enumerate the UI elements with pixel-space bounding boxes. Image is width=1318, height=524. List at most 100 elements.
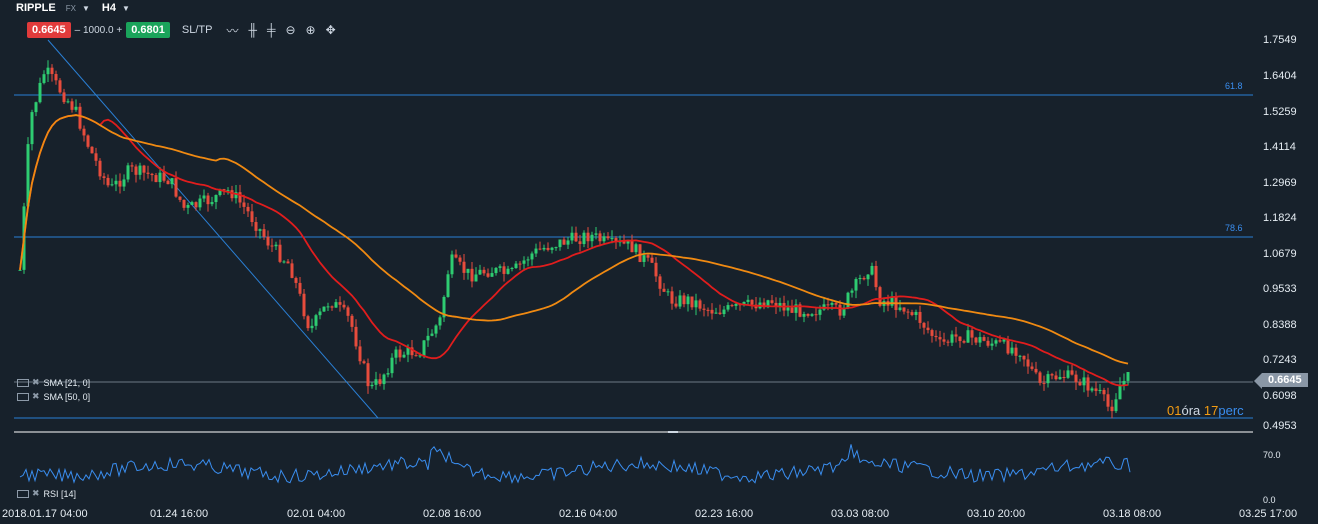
candle-body — [1058, 377, 1062, 380]
zoom-out-icon[interactable]: ⊖ — [285, 23, 296, 37]
candle-body — [858, 277, 862, 280]
candle-body — [1018, 355, 1022, 357]
top-bar: RIPPLE FX ▼ H4 ▼ — [0, 0, 1318, 16]
sma21-legend[interactable]: ✖ SMA [21, 0] — [17, 377, 90, 388]
close-icon[interactable]: ✖ — [32, 391, 40, 401]
candle-body — [498, 266, 502, 268]
crosshair-icon[interactable]: ✥ — [325, 23, 336, 37]
candle-body — [590, 234, 594, 242]
chevron-down-icon[interactable]: ▼ — [81, 3, 90, 13]
time-tick: 03.18 08:00 — [1103, 508, 1162, 520]
candle-body — [906, 311, 910, 313]
candle-body — [202, 195, 206, 199]
candle-body — [338, 302, 342, 305]
symbol-name[interactable]: RIPPLE — [16, 2, 56, 14]
candle-body — [286, 261, 290, 264]
candlestick-tool-icon[interactable]: ╫ — [248, 23, 257, 37]
candle-body — [942, 339, 946, 342]
candle-body — [274, 244, 278, 247]
candle-body — [714, 312, 718, 314]
candle-body — [90, 146, 94, 154]
candle-body — [342, 304, 346, 308]
candle-body — [902, 307, 906, 312]
candle-body — [1118, 385, 1122, 400]
candle-body — [82, 128, 86, 136]
candle-body — [306, 316, 310, 329]
candle-body — [130, 165, 134, 167]
candle-body — [518, 263, 522, 265]
time-tick: 03.10 20:00 — [967, 508, 1026, 520]
timer-hours: 01 — [1167, 403, 1182, 418]
time-tick: 02.16 04:00 — [559, 508, 618, 520]
rsi-legend[interactable]: ✖ RSI [14] — [17, 488, 76, 499]
candle-body — [1114, 399, 1118, 412]
candle-body — [390, 357, 394, 374]
time-tick: 01.24 16:00 — [150, 508, 209, 520]
candle-body — [234, 192, 238, 199]
candle-body — [114, 180, 118, 185]
candle-body — [34, 102, 38, 113]
sma50-legend[interactable]: ✖ SMA [50, 0] — [17, 391, 90, 402]
settings-icon[interactable] — [17, 378, 29, 387]
candle-body — [1098, 389, 1102, 391]
candle-body — [418, 355, 422, 357]
candle-body — [642, 255, 646, 262]
settings-icon[interactable] — [17, 489, 29, 498]
candle-body — [958, 336, 962, 342]
candle-body — [294, 277, 298, 283]
candle-body — [666, 291, 670, 293]
candle-body — [322, 306, 326, 312]
candle-body — [330, 306, 334, 308]
candle-body — [18, 269, 22, 271]
candle-body — [1094, 388, 1098, 391]
price-tick: 1.7549 — [1263, 34, 1297, 46]
zoom-in-icon[interactable]: ⊕ — [305, 23, 316, 37]
bar-tool-icon[interactable]: ╪ — [266, 23, 276, 37]
candle-body — [750, 299, 754, 305]
candle-body — [650, 257, 654, 263]
close-icon[interactable]: ✖ — [32, 488, 40, 498]
fib-label-78-6: 78.6 — [1225, 223, 1243, 233]
timer-minutes: 17 — [1203, 403, 1219, 418]
candle-body — [786, 307, 790, 311]
candle-body — [1074, 374, 1078, 383]
candle-body — [598, 233, 602, 242]
candle-body — [458, 257, 462, 262]
chevron-down-icon[interactable]: ▼ — [121, 3, 130, 13]
settings-icon[interactable] — [17, 392, 29, 401]
candle-body — [206, 195, 210, 205]
candle-body — [634, 244, 638, 253]
candle-body — [462, 261, 466, 273]
buy-button[interactable]: 0.6801 — [126, 22, 170, 38]
candle-body — [38, 82, 42, 103]
fib-label-61-8: 61.8 — [1225, 81, 1243, 91]
sma21-label: SMA [21, 0] — [43, 377, 91, 388]
candle-body — [922, 322, 926, 328]
candle-body — [94, 153, 98, 161]
candle-body — [602, 236, 606, 242]
candle-body — [402, 354, 406, 358]
timeframe-selector[interactable]: H4 — [101, 2, 116, 14]
candle-body — [266, 236, 270, 246]
price-tick: 0.7243 — [1263, 354, 1297, 366]
price-tick: 1.1824 — [1263, 212, 1297, 224]
sell-button[interactable]: 0.6645 — [27, 22, 71, 38]
candle-body — [78, 106, 82, 129]
candle-body — [470, 268, 474, 282]
candle-body — [986, 340, 990, 346]
candle-body — [726, 305, 730, 310]
quantity-stepper[interactable]: – 1000.0 + — [74, 24, 123, 36]
candle-body — [378, 379, 382, 385]
candle-body — [694, 300, 698, 308]
candle-body — [386, 373, 390, 375]
sltp-button[interactable]: SL/TP — [181, 24, 213, 36]
close-icon[interactable]: ✖ — [32, 377, 40, 387]
candle-body — [654, 262, 658, 277]
candle-body — [310, 325, 314, 329]
line-tool-icon[interactable]: 〰 — [226, 23, 239, 38]
candle-body — [826, 304, 830, 306]
candle-body — [662, 288, 666, 292]
candle-body — [170, 178, 174, 185]
candle-body — [150, 173, 154, 176]
